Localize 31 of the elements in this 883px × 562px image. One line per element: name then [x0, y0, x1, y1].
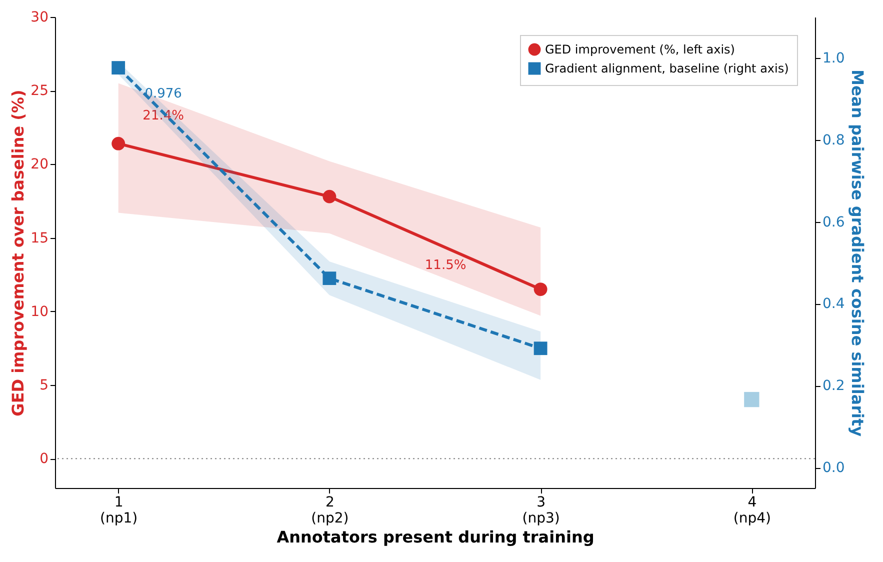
annotation: 0.976	[144, 86, 182, 102]
y-tick-label: 30	[30, 10, 48, 26]
y2-tick-label: 0.2	[822, 378, 845, 394]
point	[322, 190, 336, 204]
y-tick-label: 5	[40, 377, 48, 394]
point	[534, 342, 548, 356]
y2-tick-label: 0.0	[822, 460, 845, 476]
y-axis-title: GED improvement over baseline (%)	[8, 90, 28, 416]
legend-label: Gradient alignment, baseline (right axis)	[545, 62, 789, 76]
y2-tick-label: 0.4	[822, 296, 845, 312]
y2-tick-label: 0.6	[822, 214, 845, 230]
y-tick-label: 20	[30, 156, 48, 173]
annotation: 11.5%	[424, 258, 466, 273]
legend-label: GED improvement (%, left axis)	[545, 42, 735, 56]
y-tick-label: 15	[30, 230, 48, 246]
point	[534, 282, 548, 296]
x-tick-label: 3 (np3)	[522, 494, 560, 526]
x-tick-label: 2 (np2)	[311, 494, 349, 526]
y2-tick-label: 0.8	[822, 132, 845, 148]
x-tick-label: 1 (np1)	[100, 494, 138, 526]
point	[112, 136, 126, 150]
y-tick-label: 10	[30, 304, 48, 320]
x-axis-title: Annotators present during training	[276, 528, 594, 546]
y2-tick-label: 1.0	[822, 50, 845, 66]
y2-axis-title: Mean pairwise gradient cosine similarity	[848, 69, 867, 438]
y-tick-label: 0	[40, 451, 48, 468]
point	[322, 272, 336, 286]
point	[112, 61, 126, 74]
x-tick-label: 4 (np4)	[733, 494, 771, 526]
point	[744, 392, 760, 408]
y-tick-label: 25	[30, 83, 48, 100]
